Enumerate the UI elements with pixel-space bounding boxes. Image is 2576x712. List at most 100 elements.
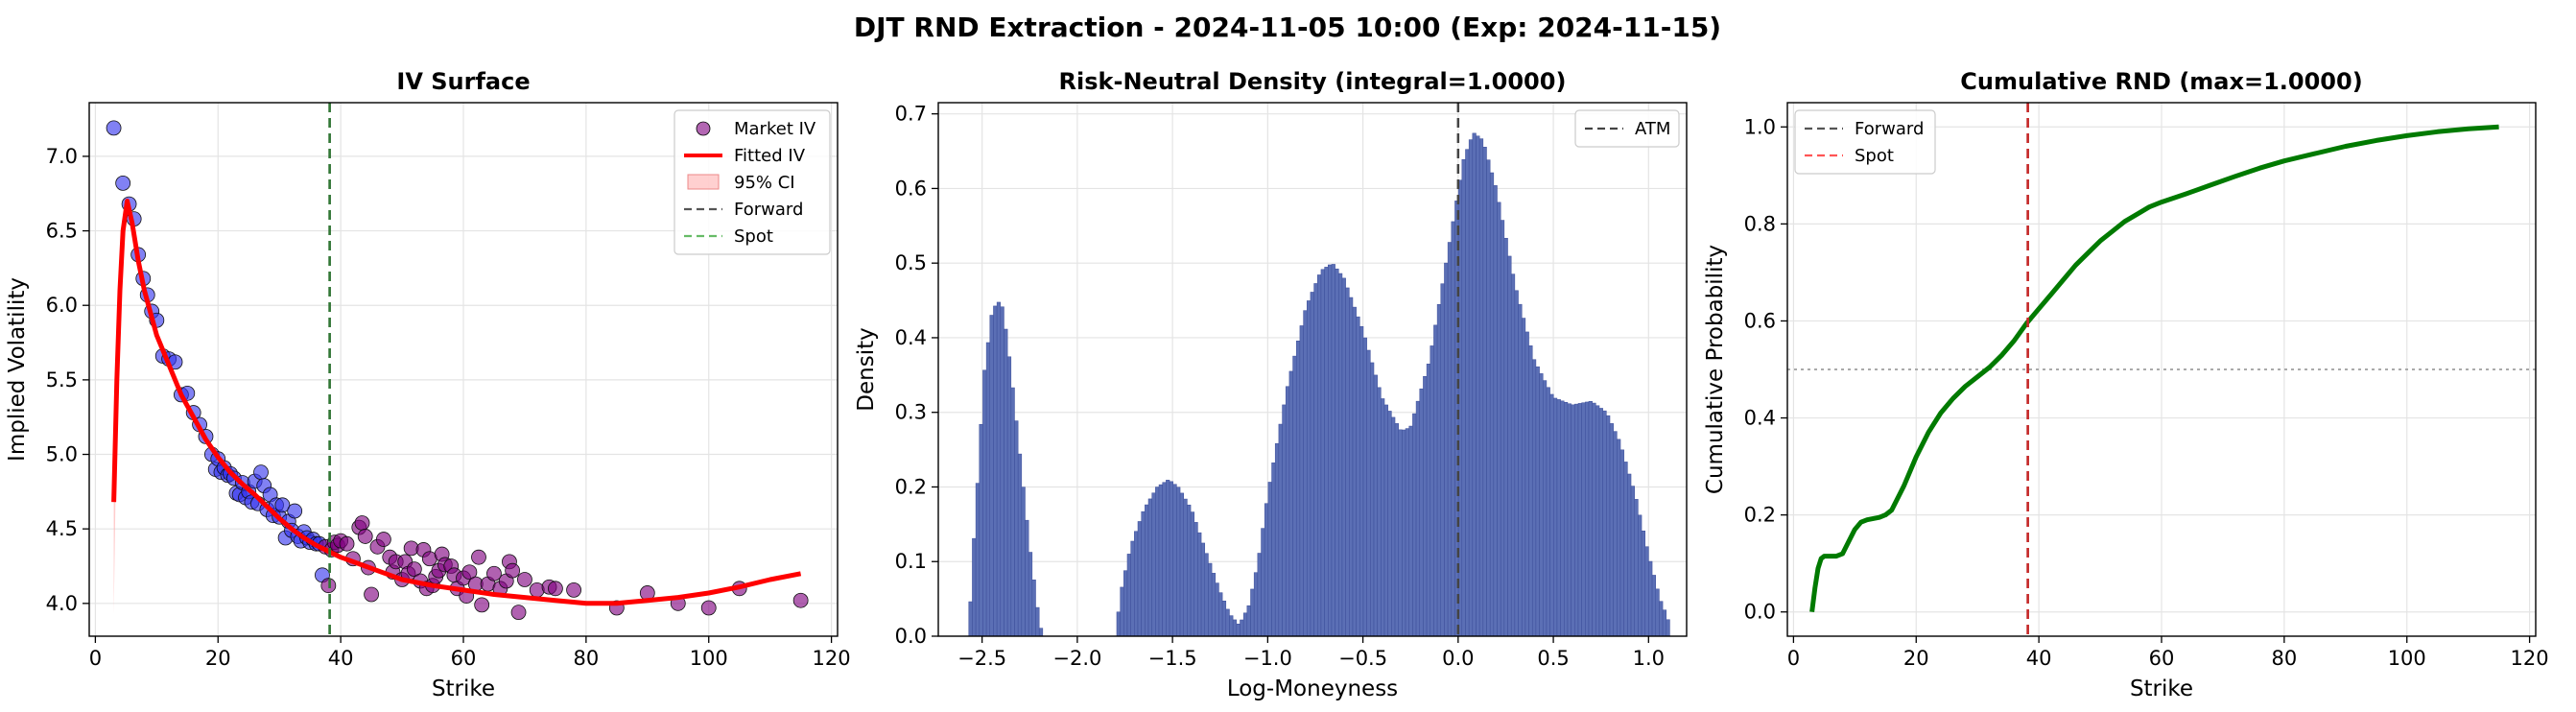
density-bar bbox=[1617, 439, 1621, 637]
density-bar bbox=[1000, 306, 1004, 637]
density-bar bbox=[1539, 373, 1544, 637]
density-bar bbox=[1172, 484, 1177, 637]
density-bar bbox=[1031, 580, 1036, 637]
x-tick-label: 120 bbox=[813, 647, 851, 670]
density-bar bbox=[1500, 220, 1505, 637]
density-bar bbox=[1613, 431, 1618, 637]
density-bar bbox=[985, 342, 991, 637]
density-bar bbox=[1546, 387, 1550, 637]
iv-surface-chart: 0 20 40 60 80 100 120 4.0 4.5 5.0 5.5 6.0 6.5 7.0 IV S… bbox=[5, 68, 851, 701]
x-tick-label: 80 bbox=[2272, 647, 2298, 670]
density-bar bbox=[1313, 283, 1318, 637]
density-bar bbox=[1352, 306, 1357, 637]
density-bar bbox=[1518, 303, 1523, 637]
density-bar bbox=[1366, 349, 1371, 637]
legend: Forward Spot bbox=[1794, 109, 1936, 175]
density-bar bbox=[1197, 532, 1202, 637]
market-iv-point bbox=[106, 120, 122, 136]
y-tick-label: 0.6 bbox=[1744, 309, 1776, 332]
density-bar bbox=[1014, 420, 1019, 637]
density-bar bbox=[1211, 573, 1217, 637]
y-tick-label: 5.0 bbox=[46, 443, 78, 466]
density-bar bbox=[1489, 172, 1495, 637]
density-bar bbox=[1359, 325, 1364, 637]
density-bar bbox=[1362, 337, 1367, 637]
density-bar bbox=[1560, 400, 1565, 637]
cumulative-rnd-chart: 0 20 40 60 80 100 120 0.0 0.2 0.4 0.6 0.8 1.0 Cumulat… bbox=[1703, 68, 2549, 701]
density-bar bbox=[1585, 401, 1590, 637]
x-tick-label: 0.0 bbox=[1442, 647, 1474, 670]
density-bar bbox=[1543, 380, 1548, 637]
density-bar bbox=[1644, 546, 1649, 637]
axes-frame bbox=[1786, 102, 2537, 637]
density-bar bbox=[1571, 404, 1575, 637]
market-iv-point bbox=[486, 565, 502, 581]
density-bar bbox=[1524, 331, 1529, 637]
density-bar bbox=[1528, 345, 1533, 637]
x-tick-label: 40 bbox=[328, 647, 354, 670]
y-tick-label: 0.1 bbox=[895, 550, 927, 573]
density-bar bbox=[1638, 514, 1642, 637]
density-bar bbox=[1285, 386, 1290, 637]
density-bar bbox=[1166, 480, 1170, 637]
density-bar bbox=[1478, 138, 1484, 637]
density-bar bbox=[1405, 428, 1409, 637]
density-bar bbox=[1451, 221, 1455, 637]
density-bar bbox=[1151, 492, 1156, 637]
density-bar bbox=[1017, 453, 1023, 637]
density-bar bbox=[1246, 605, 1251, 637]
x-axis-label: Strike bbox=[2130, 676, 2193, 701]
density-bar bbox=[1278, 423, 1283, 637]
density-bar bbox=[1229, 615, 1234, 637]
chart-title: IV Surface bbox=[396, 68, 530, 95]
density-bar bbox=[1426, 364, 1431, 637]
density-bar bbox=[1200, 542, 1206, 637]
density-bar bbox=[1370, 362, 1375, 637]
density-bar bbox=[1204, 553, 1209, 637]
density-bar bbox=[1602, 410, 1607, 637]
x-tick-label: 20 bbox=[205, 647, 231, 670]
legend-label: Spot bbox=[1855, 146, 1894, 166]
density-bar bbox=[1444, 262, 1449, 637]
x-axis-label: Log-Moneyness bbox=[1227, 676, 1398, 701]
y-axis-label: Density bbox=[854, 327, 879, 411]
market-iv-point bbox=[115, 175, 131, 191]
density-bar bbox=[1564, 402, 1569, 637]
legend-label: 95% CI bbox=[734, 173, 795, 193]
grid bbox=[1787, 103, 2536, 636]
legend: ATM bbox=[1574, 109, 1680, 148]
chart-title: Cumulative RND (max=1.0000) bbox=[1960, 68, 2362, 95]
y-tick-label: 0.0 bbox=[1744, 601, 1776, 624]
density-bar bbox=[1476, 135, 1480, 637]
x-tick-label: 0 bbox=[89, 647, 102, 670]
density-bar bbox=[1472, 132, 1477, 637]
density-bar bbox=[1240, 619, 1244, 637]
market-iv-point bbox=[548, 581, 563, 597]
density-bar bbox=[1430, 345, 1434, 637]
density-bar bbox=[1162, 482, 1167, 637]
market-iv-point bbox=[339, 535, 355, 552]
density-bar bbox=[1402, 429, 1406, 637]
density-bar bbox=[1025, 519, 1029, 637]
density-bar bbox=[1028, 552, 1033, 637]
legend-label: ATM bbox=[1635, 119, 1670, 139]
density-bar bbox=[1387, 411, 1392, 637]
density-bar bbox=[1257, 553, 1262, 637]
density-bar bbox=[1641, 530, 1645, 637]
density-bar bbox=[1221, 601, 1227, 637]
suptitle: DJT RND Extraction - 2024-11-05 10:00 (E… bbox=[854, 12, 1721, 43]
density-bar bbox=[1303, 310, 1308, 637]
y-tick-label: 0.2 bbox=[1744, 504, 1776, 527]
density-bar bbox=[1609, 423, 1614, 637]
density-bar bbox=[1295, 341, 1301, 637]
market-iv-point bbox=[517, 572, 532, 587]
legend-frame bbox=[1574, 109, 1680, 148]
density-bar bbox=[1419, 388, 1424, 637]
x-tick-label: 120 bbox=[2511, 647, 2549, 670]
legend-frame bbox=[674, 109, 831, 255]
density-bar bbox=[1116, 611, 1121, 637]
plot-area bbox=[968, 103, 1670, 637]
density-bar bbox=[1535, 366, 1540, 637]
legend-patch bbox=[687, 174, 720, 190]
y-tick-label: 1.0 bbox=[1744, 115, 1776, 138]
